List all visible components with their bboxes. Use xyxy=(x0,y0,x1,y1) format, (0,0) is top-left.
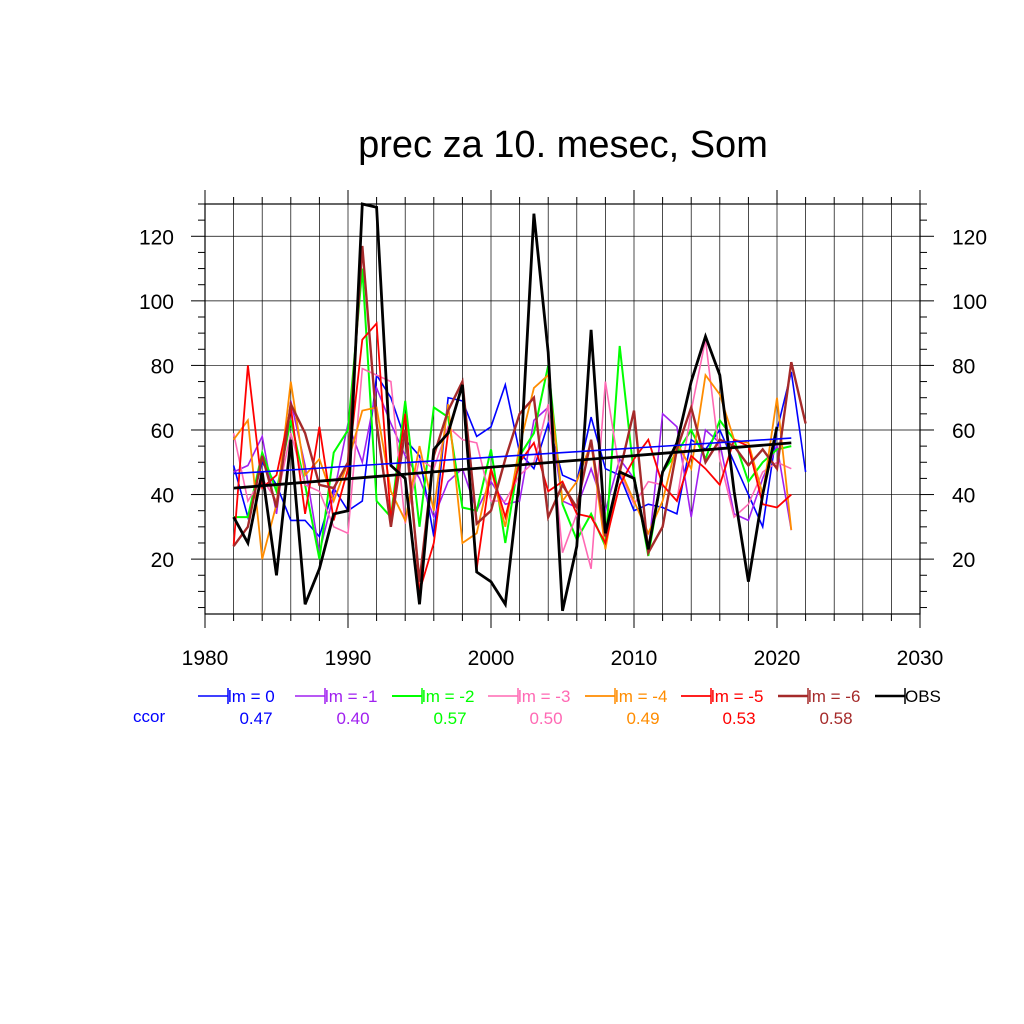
legend-ccor-4: 0.49 xyxy=(626,709,659,728)
y-tick-label-right-100: 100 xyxy=(952,291,987,314)
legend-label-5: lm = -5 xyxy=(711,687,763,706)
plot-border xyxy=(204,203,921,615)
legend-ccor-1: 0.40 xyxy=(336,709,369,728)
y-tick-label-left-120: 120 xyxy=(139,226,174,249)
legend-label-6: lm = -6 xyxy=(808,687,860,706)
y-tick-label-right-120: 120 xyxy=(952,226,987,249)
y-tick-label-right-60: 60 xyxy=(952,420,975,443)
y-tick-label-right-40: 40 xyxy=(952,485,975,508)
legend-ccor-5: 0.53 xyxy=(722,709,755,728)
legend-ccor-2: 0.57 xyxy=(433,709,466,728)
trend-line-0 xyxy=(233,437,792,475)
y-tick-label-right-20: 20 xyxy=(952,549,975,572)
series-lines xyxy=(232,202,807,612)
legend-label-0: lm = 0 xyxy=(228,687,275,706)
y-tick-label-left-40: 40 xyxy=(151,485,174,508)
y-tick-label-left-80: 80 xyxy=(151,355,174,378)
y-tick-label-right-80: 80 xyxy=(952,355,975,378)
legend: lm = 0 0.47 lm = -1 0.40 lm = -2 0.57 lm = -3 0… xyxy=(133,687,941,728)
ccor-label: ccor xyxy=(133,707,165,726)
legend-ccor-0: 0.47 xyxy=(239,709,272,728)
x-tick-label-2010: 2010 xyxy=(611,647,658,670)
x-tick-label-2000: 2000 xyxy=(468,647,515,670)
series-line-5 xyxy=(232,321,792,592)
y-tick-label-left-60: 60 xyxy=(151,420,174,443)
x-tick-label-2020: 2020 xyxy=(754,647,801,670)
legend-label-7: OBS xyxy=(905,687,941,706)
legend-label-2: lm = -2 xyxy=(422,687,474,706)
y-tick-label-left-100: 100 xyxy=(139,291,174,314)
x-tick-label-2030: 2030 xyxy=(897,647,944,670)
legend-label-4: lm = -4 xyxy=(615,687,667,706)
x-tick-label-1980: 1980 xyxy=(182,647,229,670)
legend-label-1: lm = -1 xyxy=(325,687,377,706)
series-line-7 xyxy=(232,202,779,612)
trend-line-1 xyxy=(233,441,792,490)
legend-label-3: lm = -3 xyxy=(518,687,570,706)
legend-ccor-3: 0.50 xyxy=(529,709,562,728)
chart-title: prec za 10. mesec, Som xyxy=(358,124,768,166)
legend-ccor-6: 0.58 xyxy=(819,709,852,728)
x-tick-label-1990: 1990 xyxy=(325,647,372,670)
series-line-2 xyxy=(233,268,792,560)
series-line-6 xyxy=(232,245,807,582)
y-tick-label-left-20: 20 xyxy=(151,549,174,572)
